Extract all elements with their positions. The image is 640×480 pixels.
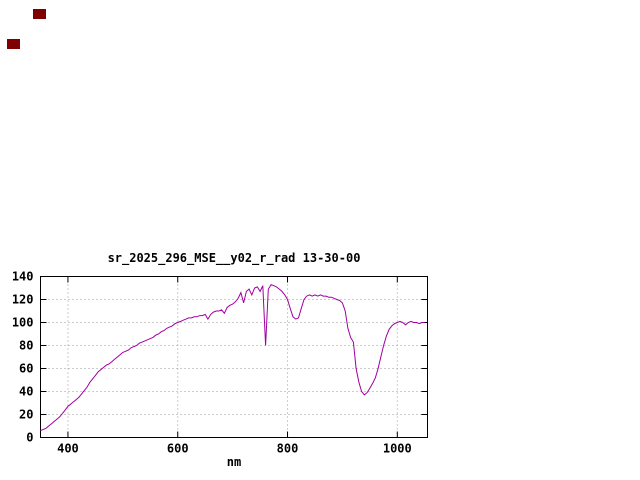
plot-area: 400 600 800 1000 0 20 40 60 80 100 120 140 [12,270,428,456]
chart-title: sr_2025_296_MSE__y02_r_rad 13-30-00 [108,251,361,266]
plot-border [40,276,428,438]
x-tick-label: 800 [277,442,299,456]
x-axis-label: nm [227,455,241,469]
y-tick-label: 60 [19,362,33,376]
y-tick-label: 140 [12,270,34,284]
red-marker-icon-1 [33,9,46,19]
y-tick-label: 40 [19,385,33,399]
spectrum-line [40,283,425,432]
x-tick-label: 1000 [383,442,412,456]
y-tick-label: 0 [26,431,33,445]
x-tick-label: 600 [167,442,189,456]
y-tick-label: 80 [19,339,33,353]
y-tick-label: 100 [12,316,34,330]
y-tick-label: 120 [12,293,34,307]
x-tick-label: 400 [57,442,79,456]
red-marker-icon-2 [7,39,20,49]
y-tick-label: 20 [19,408,33,422]
